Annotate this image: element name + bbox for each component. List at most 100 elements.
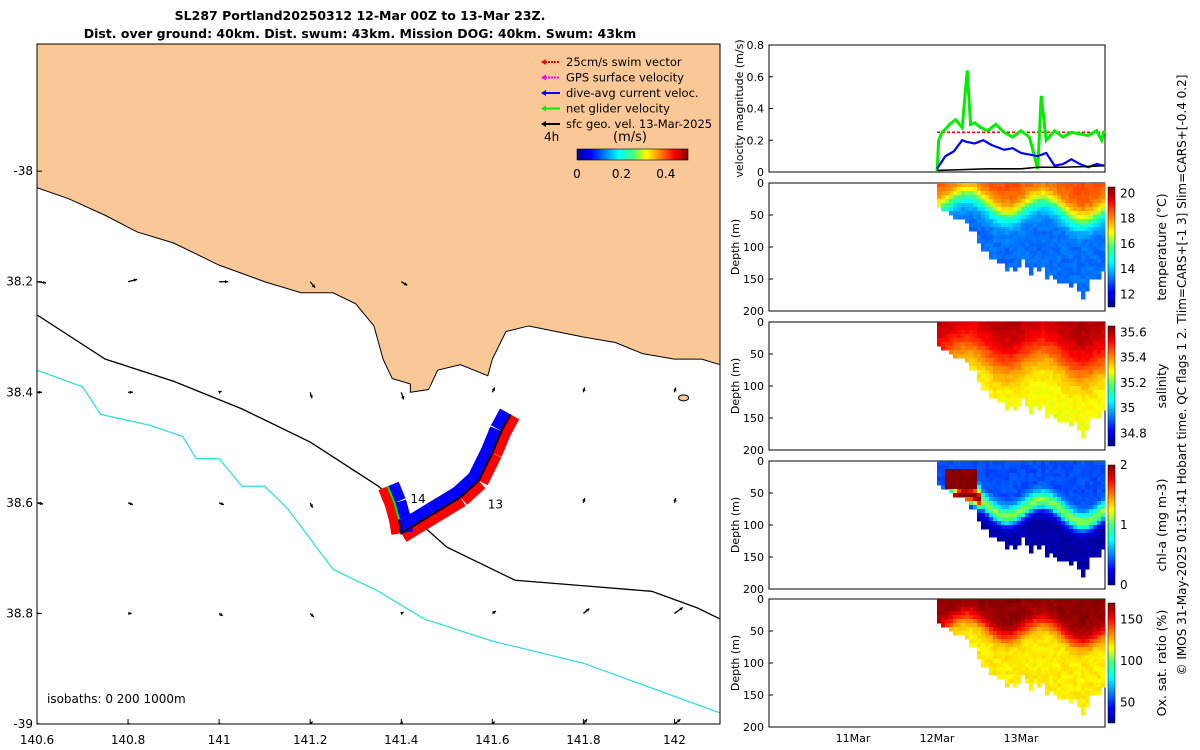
section-cell [1053,414,1058,419]
section-cell [1033,537,1038,542]
section-cell [1009,247,1014,252]
section-cell [1005,517,1010,522]
section-cell [1089,275,1094,280]
section-cell [1013,215,1018,220]
section-cell [985,386,990,391]
section-cell [1049,675,1054,680]
section-cell [949,183,954,188]
section-cell [1069,326,1074,331]
section-cell [1093,509,1098,514]
section-cell [1041,615,1046,620]
section-cell [1033,611,1038,616]
section-cell [1029,187,1034,192]
section-cell [1001,382,1006,387]
section-cell [1085,473,1090,478]
section-cell [1073,199,1078,204]
section-cell [981,603,986,608]
section-cell [1069,410,1074,415]
section-cell [1061,187,1066,192]
section-cell [1005,386,1010,391]
section-cell [957,615,962,620]
section-cell [997,663,1002,668]
section-cell [1029,667,1034,672]
section-cell [1101,599,1106,604]
section-cell [1033,541,1038,546]
section-cell [1097,330,1102,335]
colorbar-label: temperature (°C) [1154,193,1169,300]
section-cell [1009,631,1014,636]
section-cell [1061,406,1066,411]
y-tick-label: 38.8 [6,606,33,620]
section-cell [1029,362,1034,367]
section-cell [1093,615,1098,620]
section-cell [1053,362,1058,367]
section-cell [1049,627,1054,632]
section-cell [1097,489,1102,494]
section-cell [1089,410,1094,415]
section-cell [949,207,954,212]
section-cell [1001,671,1006,676]
section-cell [1049,481,1054,486]
section-cell [993,227,998,232]
section-cell [1029,247,1034,252]
section-cell [961,627,966,632]
section-cell [1069,687,1074,692]
section-cell [1077,477,1082,482]
section-cell [985,485,990,490]
section-cell [993,533,998,538]
section-cell [977,362,982,367]
section-cell [1089,203,1094,208]
section-cell [1081,635,1086,640]
section-cell [1069,342,1074,347]
section-cell [1061,346,1066,351]
section-cell [993,501,998,506]
section-cell [1065,195,1070,200]
section-cell [1065,366,1070,371]
section-cell [1069,607,1074,612]
section-cell [1077,267,1082,272]
section-cell [1073,651,1078,656]
section-cell [1029,639,1034,644]
section-cell [1069,334,1074,339]
section-cell [1041,362,1046,367]
section-cell [1053,619,1058,624]
section-cell [1089,553,1094,558]
section-cell [989,631,994,636]
section-cell [1069,259,1074,264]
section-cell [1029,501,1034,506]
section-cell [1041,346,1046,351]
section-cell [1045,235,1050,240]
section-cell [1017,231,1022,236]
section-cell [1057,529,1062,534]
section-cell [957,465,962,470]
time-tick-label: 11Mar [836,732,871,745]
section-cell [997,497,1002,502]
section-cell [1033,358,1038,363]
section-cell [1077,390,1082,395]
day-label: 14 [410,492,425,506]
section-cell [1009,529,1014,534]
section-cell [953,493,958,498]
section-cell [1057,619,1062,624]
section-cell [973,607,978,612]
section-cell [949,346,954,351]
section-cell [1009,525,1014,530]
section-cell [1013,659,1018,664]
section-cell [1073,418,1078,423]
section-cell [1065,239,1070,244]
figure-title-line2: Dist. over ground: 40km. Dist. swum: 43k… [83,26,637,41]
section-cell [1029,215,1034,220]
section-cell [1009,493,1014,498]
section-cell [1081,259,1086,264]
section-cell [1065,322,1070,327]
section-cell [1061,394,1066,399]
section-cell [969,207,974,212]
section-cell [985,382,990,387]
section-cell [1057,671,1062,676]
section-cell [1097,334,1102,339]
section-cell [1101,346,1106,351]
section-cell [1045,659,1050,664]
section-cell [1069,513,1074,518]
section-cell [989,493,994,498]
